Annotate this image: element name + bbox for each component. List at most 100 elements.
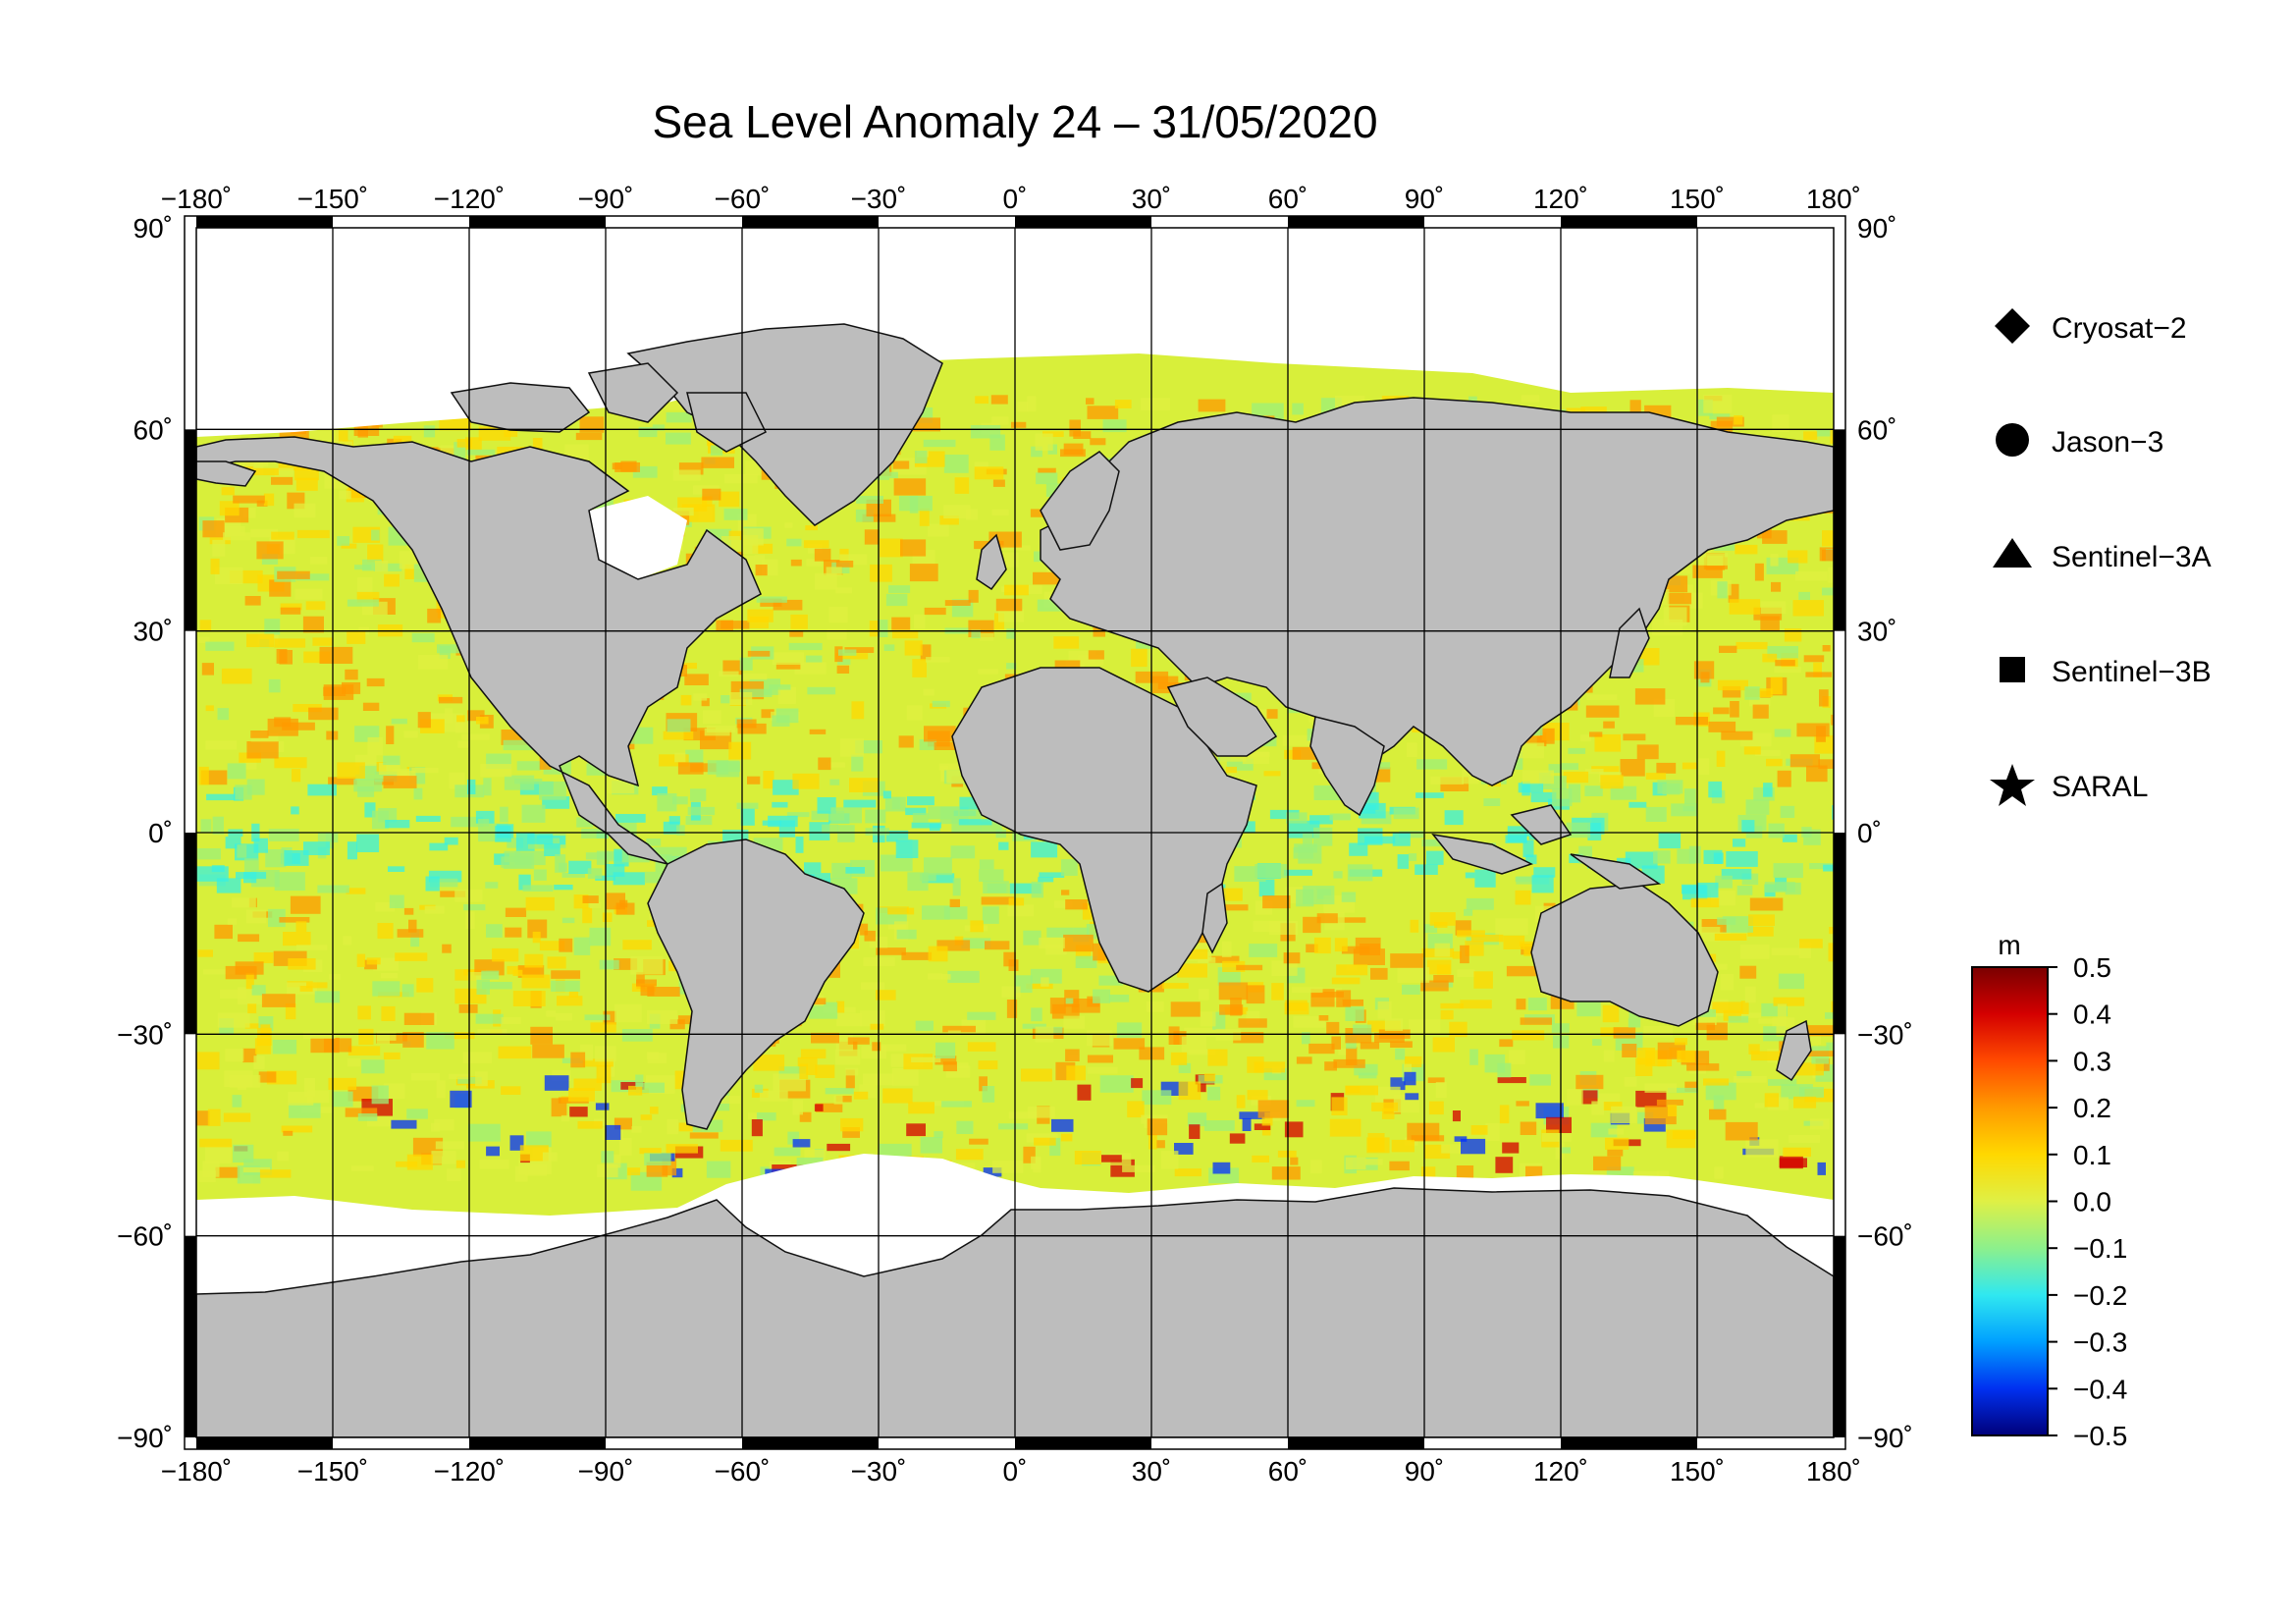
anomaly-patch: [1257, 1100, 1290, 1118]
anomaly-patch: [1101, 1155, 1122, 1163]
legend-item-jason-3: Jason−3: [1996, 423, 2163, 459]
anomaly-patch: [1773, 863, 1803, 879]
anomaly-patch: [723, 474, 758, 484]
anomaly-patch: [196, 866, 229, 882]
anomaly-patch: [998, 841, 1009, 850]
anomaly-patch: [1703, 1078, 1730, 1086]
anomaly-patch: [1415, 792, 1444, 798]
anomaly-patch: [353, 779, 383, 792]
anomaly-patch: [357, 1005, 371, 1020]
anomaly-patch: [1603, 1102, 1623, 1110]
anomaly-patch: [1313, 827, 1333, 846]
anomaly-patch: [1690, 897, 1720, 908]
anomaly-patch: [515, 1165, 528, 1182]
anomaly-patch: [990, 395, 1008, 405]
anomaly-patch: [1011, 421, 1027, 428]
anomaly-patch: [253, 952, 274, 963]
anomaly-patch: [979, 859, 994, 870]
anomaly-patch: [614, 1117, 632, 1130]
anomaly-patch: [282, 722, 315, 730]
anomaly-patch: [1009, 883, 1041, 894]
frame-band-right: [1834, 1235, 1845, 1437]
anomaly-patch: [258, 1071, 277, 1083]
anomaly-patch: [1770, 676, 1783, 695]
frame-band-bottom: [1288, 1437, 1424, 1449]
anomaly-patch: [815, 1103, 843, 1112]
anomaly-patch: [1584, 785, 1603, 796]
anomaly-patch: [245, 972, 254, 990]
anomaly-patch: [677, 1015, 693, 1025]
anomaly-patch: [1218, 982, 1249, 1001]
anomaly-patch: [971, 629, 981, 639]
anomaly-patch: [934, 742, 963, 750]
anomaly-patch: [246, 633, 275, 648]
anomaly-patch: [1131, 648, 1148, 668]
anomaly-patch: [1693, 661, 1715, 679]
anomaly-patch: [199, 1138, 233, 1148]
map-frame: [184, 215, 1846, 1450]
anomaly-patch: [362, 559, 382, 571]
anomaly-patch: [646, 1052, 660, 1059]
australia: [1530, 883, 1719, 1027]
frame-band-top: [469, 216, 606, 228]
lat-tick-label: 90˚: [1857, 213, 1896, 243]
anomaly-patch: [1509, 1050, 1525, 1064]
colorbar-tick-label: 0.2: [2073, 1093, 2111, 1123]
anomaly-patch: [350, 1165, 374, 1171]
anomaly-patch: [956, 1120, 974, 1134]
anomaly-patch: [983, 1167, 1002, 1177]
anomaly-patch: [922, 873, 955, 884]
anomaly-patch: [561, 917, 575, 924]
lon-tick-label: −120˚: [434, 184, 505, 214]
anomaly-patch: [1576, 998, 1601, 1017]
anomaly-patch: [943, 505, 971, 518]
anomaly-patch: [1359, 1072, 1377, 1079]
anomaly-patch: [408, 919, 417, 933]
anomaly-patch: [1566, 822, 1591, 839]
alaska-coast: [196, 460, 257, 487]
anomaly-patch: [505, 907, 527, 917]
anomaly-patch: [881, 854, 913, 872]
lon-tick-label: −180˚: [161, 184, 232, 214]
anomaly-patch: [831, 862, 852, 880]
anomaly-patch: [1712, 1001, 1743, 1013]
anomaly-patch: [1088, 650, 1104, 660]
anomaly-patch: [922, 905, 950, 920]
anomaly-patch: [905, 807, 927, 816]
anomaly-patch: [1495, 1157, 1514, 1173]
anomaly-patch: [261, 554, 279, 565]
anomaly-patch: [849, 778, 879, 792]
anomaly-patch: [799, 1111, 812, 1122]
anomaly-patch: [1606, 1166, 1634, 1178]
anomaly-patch: [895, 839, 919, 858]
anomaly-patch: [1031, 841, 1058, 858]
anomaly-patch: [381, 972, 399, 979]
anomaly-patch: [1662, 784, 1681, 795]
anomaly-patch: [271, 476, 294, 485]
anomaly-patch: [966, 509, 979, 520]
anomaly-patch: [267, 718, 298, 736]
anomaly-patch: [728, 741, 752, 760]
anomaly-patch: [667, 1119, 678, 1135]
anomaly-patch: [1261, 1126, 1271, 1136]
anomaly-patch: [1495, 918, 1528, 936]
anomaly-patch: [197, 949, 213, 957]
anomaly-patch: [835, 1096, 852, 1103]
anomaly-patch: [958, 809, 983, 819]
anomaly-patch: [532, 1044, 564, 1058]
anomaly-patch: [1502, 1142, 1520, 1154]
anomaly-patch: [1739, 965, 1757, 979]
anomaly-patch: [1512, 1030, 1545, 1041]
lat-tick-label: 90˚: [133, 213, 173, 243]
anomaly-patch: [395, 952, 428, 961]
anomaly-patch: [376, 1033, 390, 1045]
anomaly-patch: [1515, 890, 1531, 905]
longitude-tick-labels-bottom: −180˚ −150˚ −120˚ −90˚ −60˚ −30˚ 0˚ 30˚ 60˚ 90˚ 12…: [161, 1456, 1861, 1487]
colorbar-tick-label: 0.3: [2073, 1046, 2111, 1076]
anomaly-patch: [1745, 1139, 1779, 1158]
anomaly-patch: [693, 693, 708, 701]
anomaly-patch: [495, 826, 511, 842]
anomaly-patch: [289, 1103, 321, 1118]
anomaly-patch: [769, 1161, 791, 1168]
anomaly-patch: [650, 1107, 659, 1114]
